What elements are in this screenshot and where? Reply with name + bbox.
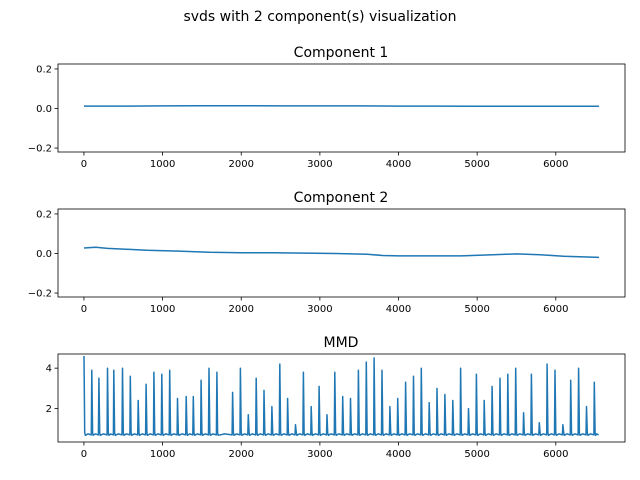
x-tick-label: 4000 xyxy=(386,159,411,170)
x-tick-label: 6000 xyxy=(543,304,568,315)
y-tick-label: 0.0 xyxy=(36,249,52,260)
subplot-title-mmd: MMD xyxy=(324,335,359,351)
series-line-mmd xyxy=(83,355,599,437)
y-tick-label: −0.2 xyxy=(28,144,52,155)
x-tick-label: 5000 xyxy=(464,449,489,460)
x-tick-label: 4000 xyxy=(386,304,411,315)
x-tick-label: 2000 xyxy=(229,449,254,460)
axes-frame-component-1 xyxy=(57,63,626,153)
x-tick-label: 2000 xyxy=(229,159,254,170)
subplot-title-component-2: Component 2 xyxy=(294,190,389,206)
x-tick-label: 0 xyxy=(81,159,87,170)
figure-suptitle: svds with 2 component(s) visualization xyxy=(183,9,456,25)
x-tick-label: 0 xyxy=(81,449,87,460)
axes-frame-mmd xyxy=(57,353,626,443)
x-tick-label: 5000 xyxy=(464,304,489,315)
series-line-component-2 xyxy=(83,246,600,259)
y-tick-label: −0.2 xyxy=(28,289,52,300)
x-tick-label: 1000 xyxy=(150,159,175,170)
x-tick-label: 5000 xyxy=(464,159,489,170)
subplot-component-1: Component 1 0 1000 2000 3000 4000 5000 6000 −0.… xyxy=(28,45,626,170)
x-tick-label: 1000 xyxy=(150,304,175,315)
y-tick-label: 0.2 xyxy=(36,209,52,220)
x-tick-label: 3000 xyxy=(307,159,332,170)
y-tick-label: 0.2 xyxy=(36,64,52,75)
subplot-mmd: MMD 0 1000 2000 3000 4000 5000 6000 2 4 xyxy=(46,335,626,460)
x-tick-label: 6000 xyxy=(543,159,568,170)
x-tick-label: 3000 xyxy=(307,304,332,315)
x-tick-label: 2000 xyxy=(229,304,254,315)
y-tick-label: 2 xyxy=(46,404,52,415)
x-tick-label: 3000 xyxy=(307,449,332,460)
x-tick-label: 0 xyxy=(81,304,87,315)
y-tick-label: 0.0 xyxy=(36,104,52,115)
x-tick-label: 1000 xyxy=(150,449,175,460)
series-line-component-1 xyxy=(84,104,599,108)
x-tick-label: 6000 xyxy=(543,449,568,460)
x-tick-label: 4000 xyxy=(386,449,411,460)
y-tick-label: 4 xyxy=(46,364,52,375)
axes-frame-component-2 xyxy=(57,208,626,298)
subplot-component-2: Component 2 0 1000 2000 3000 4000 5000 6000 −0.… xyxy=(28,190,626,315)
subplot-title-component-1: Component 1 xyxy=(294,45,389,61)
